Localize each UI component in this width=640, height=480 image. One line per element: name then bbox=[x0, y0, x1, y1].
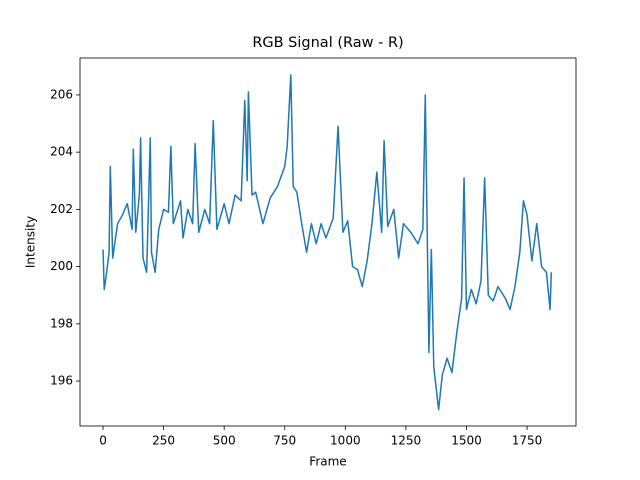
y-axis-label: Intensity bbox=[24, 216, 38, 268]
x-tick-label: 0 bbox=[99, 434, 107, 448]
y-tick-label: 202 bbox=[50, 202, 73, 216]
x-tick-label: 1000 bbox=[330, 434, 361, 448]
x-tick-label: 1750 bbox=[512, 434, 543, 448]
x-tick-label: 1250 bbox=[391, 434, 422, 448]
x-tick-label: 1500 bbox=[451, 434, 482, 448]
x-tick-label: 500 bbox=[213, 434, 236, 448]
x-tick-label: 750 bbox=[273, 434, 296, 448]
x-tick-label: 250 bbox=[152, 434, 175, 448]
x-axis-label: Frame bbox=[309, 455, 346, 469]
signal-line bbox=[102, 74, 553, 411]
chart-title: RGB Signal (Raw - R) bbox=[252, 35, 403, 51]
plot-frame bbox=[79, 57, 577, 427]
y-tick-label: 204 bbox=[50, 145, 73, 159]
y-tick-label: 196 bbox=[50, 374, 73, 388]
y-tick-label: 200 bbox=[50, 259, 73, 273]
y-tick-label: 198 bbox=[50, 316, 73, 330]
y-tick-label: 206 bbox=[50, 87, 73, 101]
